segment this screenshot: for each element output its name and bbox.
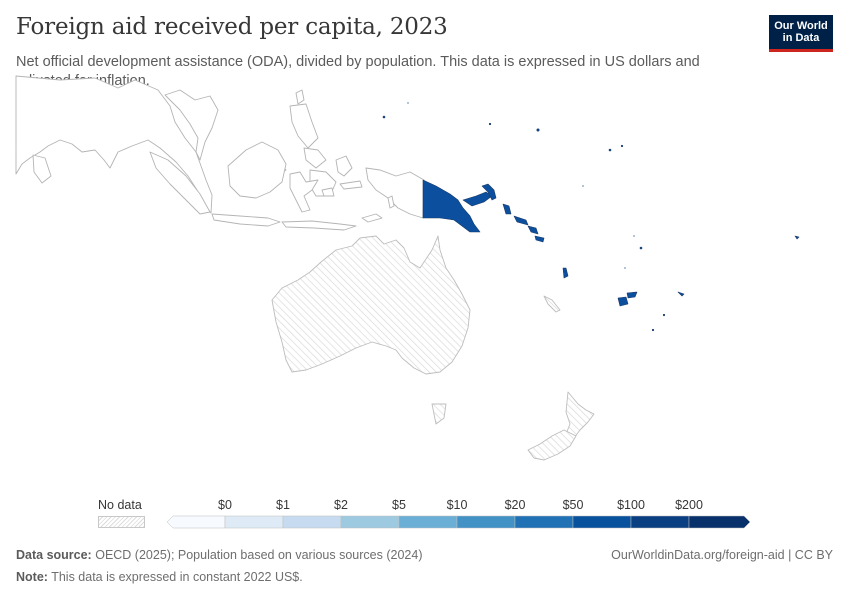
sri-lanka-like[interactable]: [32, 154, 52, 184]
philippines-visayas[interactable]: [303, 147, 327, 169]
owid-logo[interactable]: Our World in Data: [769, 15, 833, 52]
marshall-1[interactable]: [488, 122, 492, 126]
timor[interactable]: [361, 213, 383, 223]
tasmania[interactable]: [431, 403, 447, 425]
seram[interactable]: [339, 180, 363, 190]
solomon-1[interactable]: [513, 215, 529, 226]
philippines-luzon[interactable]: [289, 103, 319, 149]
vietnam[interactable]: [164, 89, 219, 161]
legend-bin-7[interactable]: [572, 515, 632, 529]
legend-tick-5: $20: [504, 498, 526, 512]
legend-bar: [166, 515, 751, 529]
legend-tick-6: $50: [562, 498, 584, 512]
samoa[interactable]: [794, 235, 800, 240]
java[interactable]: [211, 213, 281, 227]
chart-title: Foreign aid received per capita, 2023: [16, 14, 448, 40]
aru-islands[interactable]: [387, 195, 395, 209]
fiji-viti-levu[interactable]: [617, 296, 629, 307]
small-island-1: [407, 102, 409, 104]
legend-tick-0: $0: [218, 498, 232, 512]
fiji-vanua-levu[interactable]: [626, 291, 638, 299]
footer-source-label: Data source:: [16, 548, 92, 562]
borneo[interactable]: [227, 141, 287, 199]
logo-line-1: Our World: [774, 20, 828, 32]
footer-url[interactable]: OurWorldinData.org/foreign-aid | CC BY: [611, 548, 833, 562]
kiribati-1[interactable]: [608, 148, 612, 152]
new-guinea-west[interactable]: [365, 167, 425, 219]
vanuatu[interactable]: [562, 267, 569, 279]
taiwan[interactable]: [295, 89, 305, 105]
small-island-3: [633, 235, 635, 237]
footer-source: Data source: OECD (2025); Population bas…: [16, 548, 422, 562]
new-ireland[interactable]: [481, 183, 497, 201]
nauru[interactable]: [536, 128, 540, 132]
footer-note-label: Note:: [16, 570, 48, 584]
lesser-sunda[interactable]: [281, 220, 357, 231]
legend-tick-2: $2: [334, 498, 348, 512]
logo-red-bar: [769, 49, 833, 52]
legend-bin-9[interactable]: [688, 515, 751, 529]
legend-bin-0[interactable]: [166, 515, 226, 529]
new-caledonia[interactable]: [543, 295, 561, 313]
legend-no-data-label: No data: [98, 498, 142, 512]
micronesia-1[interactable]: [382, 115, 386, 119]
footer-note: Note: This data is expressed in constant…: [16, 570, 303, 584]
halmahera[interactable]: [335, 155, 353, 177]
tonga[interactable]: [677, 291, 685, 297]
sulawesi[interactable]: [289, 171, 319, 213]
legend-no-data-swatch[interactable]: [98, 516, 145, 528]
new-britain[interactable]: [462, 191, 493, 207]
new-zealand-north[interactable]: [565, 391, 595, 439]
legend-bin-8[interactable]: [630, 515, 690, 529]
legend-bin-1[interactable]: [224, 515, 284, 529]
legend-bin-5[interactable]: [456, 515, 516, 529]
marshall-2[interactable]: [620, 144, 624, 148]
legend-tick-1: $1: [276, 498, 290, 512]
solomon-3[interactable]: [534, 235, 545, 243]
legend-tick-7: $100: [617, 498, 645, 512]
new-zealand-south[interactable]: [527, 429, 577, 461]
legend-bin-6[interactable]: [514, 515, 574, 529]
sumatra[interactable]: [149, 151, 211, 215]
tokelau[interactable]: [662, 313, 666, 317]
tuvalu[interactable]: [639, 246, 643, 250]
solomon-2[interactable]: [527, 225, 539, 235]
bougainville[interactable]: [502, 203, 512, 215]
logo-line-2: in Data: [782, 32, 820, 44]
mainland-southeast-asia[interactable]: [15, 75, 213, 214]
footer-source-text[interactable]: OECD (2025); Population based on various…: [95, 548, 423, 562]
legend-bin-2[interactable]: [282, 515, 342, 529]
legend-bin-4[interactable]: [398, 515, 458, 529]
small-island-4: [624, 267, 626, 269]
papua-new-guinea[interactable]: [422, 179, 481, 233]
wallis[interactable]: [651, 328, 655, 332]
footer-note-text: This data is expressed in constant 2022 …: [51, 570, 303, 584]
legend-tick-8: $200: [675, 498, 703, 512]
australia[interactable]: [271, 235, 471, 375]
small-island-2: [582, 185, 584, 187]
legend-bin-3[interactable]: [340, 515, 400, 529]
buru[interactable]: [321, 187, 335, 197]
legend-tick-4: $10: [446, 498, 468, 512]
legend-tick-3: $5: [392, 498, 406, 512]
